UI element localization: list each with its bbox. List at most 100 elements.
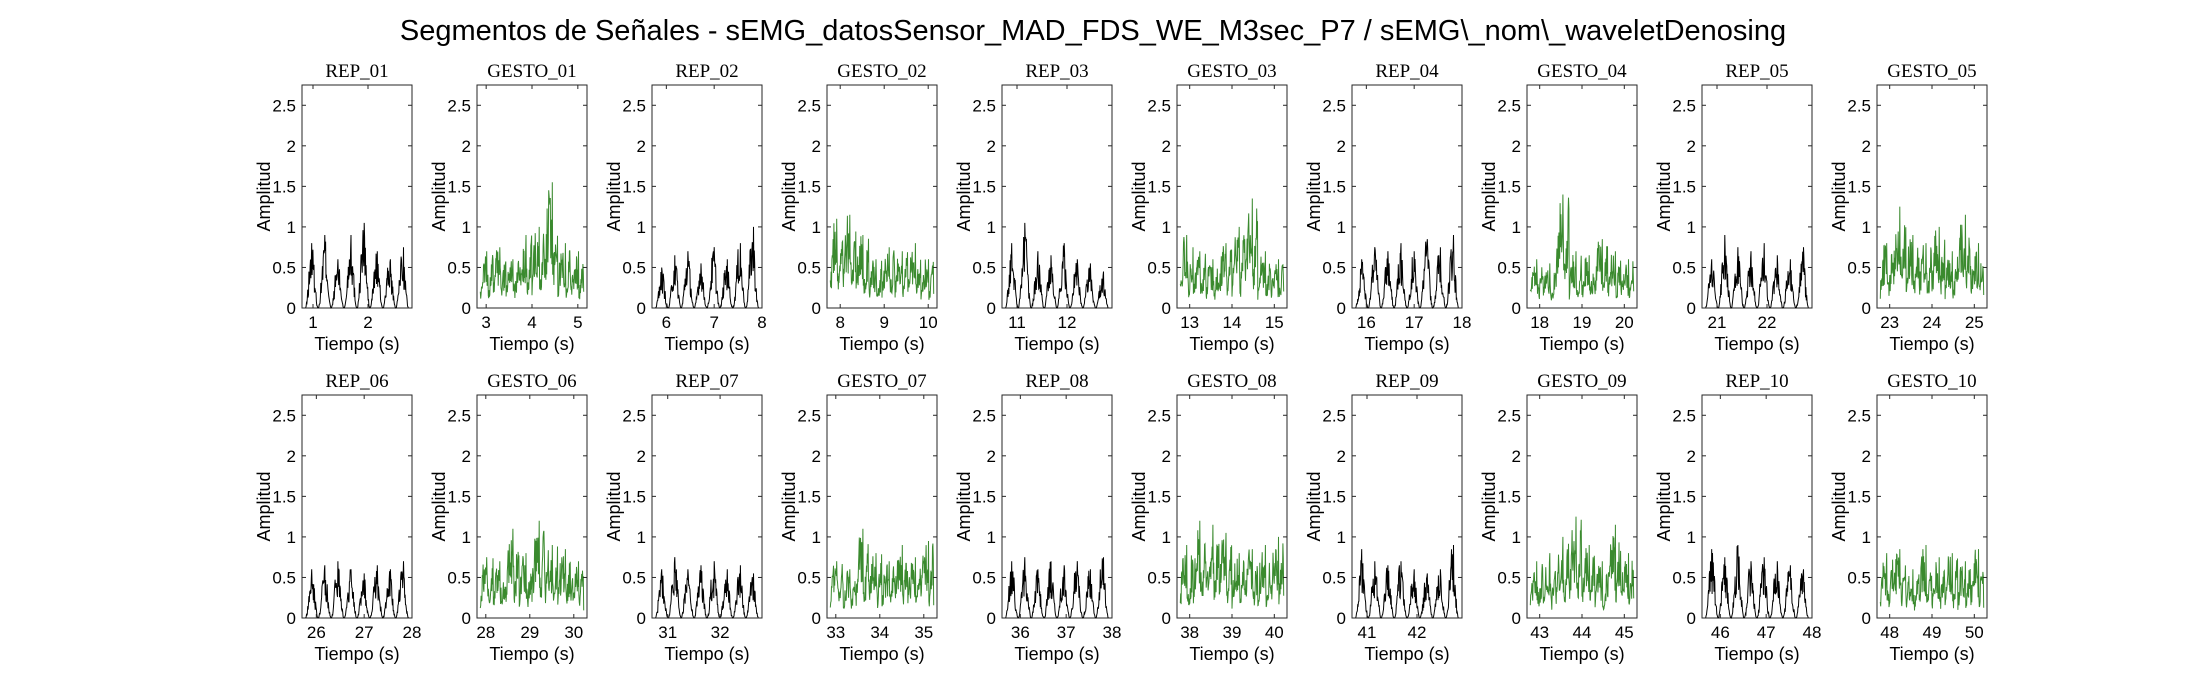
y-tick-label: 1.5 <box>272 487 296 506</box>
y-tick-label: 0.5 <box>797 258 821 277</box>
y-axis-label: Amplitud <box>429 161 449 231</box>
x-tick-label: 16 <box>1357 313 1376 332</box>
subplot-title: REP_07 <box>675 371 738 392</box>
y-tick-label: 0.5 <box>1322 258 1346 277</box>
x-tick-label: 9 <box>879 313 888 332</box>
y-tick-label: 1 <box>287 218 296 237</box>
x-axis-label: Tiempo (s) <box>1714 644 1799 664</box>
y-tick-label: 2 <box>1862 137 1871 156</box>
y-tick-label: 1.5 <box>797 177 821 196</box>
x-tick-label: 37 <box>1057 623 1076 642</box>
x-tick-label: 23 <box>1880 313 1899 332</box>
subplot-title: GESTO_03 <box>1187 61 1276 82</box>
y-tick-label: 1 <box>287 528 296 547</box>
subplot-title: REP_04 <box>1375 61 1439 82</box>
subplot-gesto-04: GESTO_04 0 0.5 1 1.5 2 2.5 18 19 20 Tiempo (s) Ampl… <box>1479 61 1638 354</box>
y-axis-label: Amplitud <box>779 161 799 231</box>
y-tick-label: 2.5 <box>622 96 646 115</box>
x-tick-label: 10 <box>919 313 938 332</box>
x-tick-label: 27 <box>355 623 374 642</box>
y-tick-label: 0.5 <box>1147 258 1171 277</box>
plot-area <box>651 84 763 309</box>
plot-area <box>301 394 413 619</box>
y-axis-label: Amplitud <box>254 471 274 541</box>
x-tick-label: 12 <box>1058 313 1077 332</box>
y-tick-label: 1 <box>637 218 646 237</box>
y-tick-label: 1 <box>462 528 471 547</box>
y-tick-label: 0 <box>1337 609 1346 628</box>
subplot-rep-07: REP_07 0 0.5 1 1.5 2 2.5 31 32 Tiempo (s) Amplitud <box>604 371 763 664</box>
y-axis-label: Amplitud <box>1479 471 1499 541</box>
y-tick-label: 2.5 <box>1322 96 1346 115</box>
x-tick-label: 14 <box>1223 313 1242 332</box>
x-tick-label: 35 <box>914 623 933 642</box>
x-tick-label: 40 <box>1265 623 1284 642</box>
y-axis-label: Amplitud <box>1129 471 1149 541</box>
signal-trace <box>1705 234 1810 309</box>
plot-area <box>651 394 763 619</box>
signal-trace <box>829 528 935 609</box>
y-tick-label: 0 <box>987 299 996 318</box>
x-axis-label: Tiempo (s) <box>1889 334 1974 354</box>
subplot-title: GESTO_05 <box>1887 61 1976 82</box>
y-tick-label: 0 <box>987 609 996 628</box>
y-axis-label: Amplitud <box>254 161 274 231</box>
y-tick-label: 1 <box>987 218 996 237</box>
y-tick-label: 0 <box>287 299 296 318</box>
y-tick-label: 1.5 <box>622 487 646 506</box>
y-tick-label: 1.5 <box>972 177 996 196</box>
y-axis-label: Amplitud <box>1129 161 1149 231</box>
y-tick-label: 1 <box>1862 218 1871 237</box>
y-tick-label: 1.5 <box>1322 177 1346 196</box>
y-tick-label: 0.5 <box>272 568 296 587</box>
x-tick-label: 39 <box>1223 623 1242 642</box>
x-tick-label: 18 <box>1530 313 1549 332</box>
x-tick-label: 49 <box>1923 623 1942 642</box>
x-tick-label: 22 <box>1758 313 1777 332</box>
x-tick-label: 15 <box>1265 313 1284 332</box>
x-tick-label: 44 <box>1573 623 1592 642</box>
subplot-title: REP_09 <box>1375 371 1438 392</box>
subplot-title: GESTO_02 <box>837 61 926 82</box>
y-tick-label: 1 <box>1862 528 1871 547</box>
y-tick-label: 1.5 <box>272 177 296 196</box>
signal-trace <box>1879 544 1985 611</box>
y-tick-label: 2.5 <box>1847 406 1871 425</box>
x-axis-label: Tiempo (s) <box>1539 644 1624 664</box>
y-tick-label: 0 <box>1687 609 1696 628</box>
x-tick-label: 45 <box>1615 623 1634 642</box>
y-tick-label: 0.5 <box>447 258 471 277</box>
x-axis-label: Tiempo (s) <box>1889 644 1974 664</box>
x-tick-label: 8 <box>757 313 766 332</box>
signal-trace <box>1529 194 1635 301</box>
subplot-gesto-01: GESTO_01 0 0.5 1 1.5 2 2.5 3 4 5 Tiempo (s) Amplitu… <box>429 61 588 354</box>
subplot-title: GESTO_09 <box>1537 371 1626 392</box>
subplot-gesto-05: GESTO_05 0 0.5 1 1.5 2 2.5 23 24 25 Tiempo (s) Ampl… <box>1829 61 1988 354</box>
y-axis-label: Amplitud <box>1829 161 1849 231</box>
y-tick-label: 1.5 <box>1147 177 1171 196</box>
x-tick-label: 21 <box>1708 313 1727 332</box>
x-tick-label: 11 <box>1008 313 1026 332</box>
y-tick-label: 2.5 <box>972 406 996 425</box>
y-tick-label: 2 <box>287 447 296 466</box>
y-tick-label: 2 <box>462 137 471 156</box>
plot-area <box>1351 394 1463 619</box>
y-tick-label: 2 <box>1512 447 1521 466</box>
y-tick-label: 0.5 <box>622 258 646 277</box>
subplot-rep-09: REP_09 0 0.5 1 1.5 2 2.5 41 42 Tiempo (s) Amplitud <box>1304 371 1463 664</box>
subplot-gesto-07: GESTO_07 0 0.5 1 1.5 2 2.5 33 34 35 Tiempo (s) Ampl… <box>779 371 938 664</box>
x-axis-label: Tiempo (s) <box>1189 334 1274 354</box>
subplot-title: GESTO_10 <box>1887 371 1976 392</box>
signal-trace <box>655 226 760 309</box>
y-tick-label: 2.5 <box>797 96 821 115</box>
y-tick-label: 2 <box>637 137 646 156</box>
x-tick-label: 36 <box>1011 623 1030 642</box>
signal-trace <box>1005 557 1109 619</box>
subplot-title: GESTO_01 <box>487 61 576 82</box>
y-tick-label: 1 <box>1337 218 1346 237</box>
subplot-title: GESTO_07 <box>837 371 926 392</box>
y-tick-label: 1 <box>1512 218 1521 237</box>
subplot-title: GESTO_06 <box>487 371 576 392</box>
